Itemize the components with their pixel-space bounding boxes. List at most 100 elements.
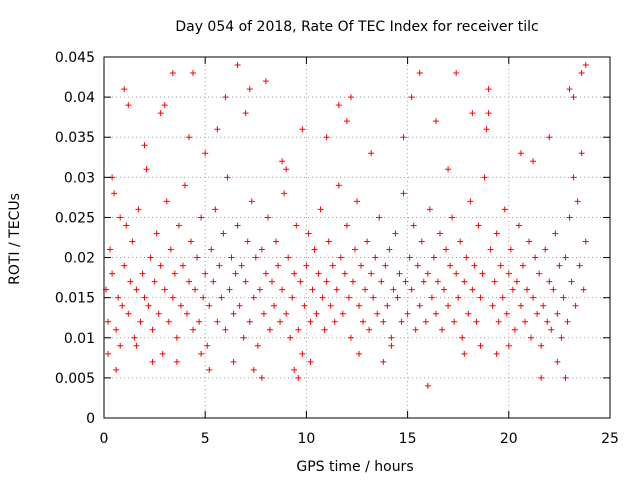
- data-point: [354, 198, 360, 205]
- data-point: [175, 222, 182, 229]
- x-tick-label: 5: [201, 431, 210, 447]
- data-point: [491, 278, 498, 285]
- data-point: [139, 270, 146, 277]
- data-point: [568, 278, 575, 285]
- data-point: [461, 350, 468, 357]
- data-point: [287, 334, 294, 341]
- data-point: [240, 334, 247, 341]
- data-point: [564, 318, 571, 325]
- y-tick-label: 0: [86, 411, 95, 427]
- data-point: [210, 278, 217, 285]
- data-point: [436, 230, 443, 237]
- data-point: [242, 110, 249, 117]
- data-point: [356, 302, 363, 309]
- data-point: [453, 70, 460, 77]
- data-point: [190, 70, 197, 77]
- data-point: [218, 294, 225, 301]
- data-point: [149, 326, 156, 333]
- data-point: [560, 294, 567, 301]
- data-point: [554, 310, 561, 317]
- data-point: [319, 294, 326, 301]
- data-point: [188, 238, 195, 245]
- data-point: [273, 238, 280, 245]
- data-point: [566, 214, 573, 221]
- data-point: [487, 246, 494, 253]
- data-point: [382, 262, 389, 269]
- data-point: [194, 254, 201, 261]
- data-point: [432, 118, 439, 125]
- data-point: [347, 334, 354, 341]
- data-point: [469, 286, 476, 293]
- data-point: [216, 262, 223, 269]
- data-point: [374, 310, 381, 317]
- data-point: [238, 262, 245, 269]
- data-point: [477, 294, 484, 301]
- y-tick-label: 0.005: [55, 371, 95, 387]
- data-point: [192, 286, 199, 293]
- data-point: [161, 286, 168, 293]
- data-point: [356, 350, 363, 357]
- y-axis-label: ROTI / TECUs: [7, 193, 23, 285]
- data-point: [459, 334, 466, 341]
- data-point: [471, 262, 478, 269]
- data-point: [485, 110, 492, 117]
- data-point: [222, 94, 229, 101]
- data-point: [390, 286, 397, 293]
- data-point: [111, 190, 118, 197]
- data-point: [186, 134, 193, 141]
- data-point: [416, 70, 423, 77]
- data-point: [507, 246, 514, 253]
- data-point: [404, 310, 411, 317]
- data-point: [360, 318, 367, 325]
- data-point: [461, 278, 468, 285]
- data-point: [127, 278, 134, 285]
- data-point: [327, 302, 334, 309]
- data-point: [266, 326, 273, 333]
- data-point: [574, 198, 581, 205]
- data-point: [534, 310, 541, 317]
- data-point: [499, 294, 506, 301]
- data-point: [366, 326, 373, 333]
- data-point: [206, 302, 213, 309]
- data-point: [495, 318, 502, 325]
- data-point: [408, 94, 415, 101]
- data-point: [388, 334, 395, 341]
- data-point: [228, 254, 235, 261]
- data-point: [315, 270, 322, 277]
- data-point: [250, 366, 257, 373]
- data-point: [578, 70, 585, 77]
- data-point: [252, 254, 259, 261]
- x-tick-label: 15: [399, 431, 417, 447]
- data-point: [467, 198, 474, 205]
- data-point: [163, 198, 170, 205]
- data-point: [368, 150, 375, 157]
- data-point: [307, 358, 314, 365]
- data-point: [416, 302, 423, 309]
- data-point: [321, 326, 328, 333]
- data-point: [248, 198, 255, 205]
- x-axis-label: GPS time / hours: [296, 459, 413, 475]
- data-point: [400, 134, 407, 141]
- data-point: [445, 166, 452, 173]
- data-point: [133, 342, 140, 349]
- data-point: [517, 150, 524, 157]
- data-point: [264, 214, 271, 221]
- data-point: [220, 230, 227, 237]
- data-point: [141, 294, 148, 301]
- data-point: [335, 182, 342, 189]
- data-point: [402, 278, 409, 285]
- data-point: [258, 374, 265, 381]
- data-point: [329, 262, 336, 269]
- data-point: [351, 246, 358, 253]
- data-point: [311, 246, 318, 253]
- data-point: [521, 318, 528, 325]
- data-point: [254, 342, 261, 349]
- data-point: [410, 222, 417, 229]
- data-point: [453, 270, 460, 277]
- data-point: [513, 278, 520, 285]
- data-point: [244, 238, 251, 245]
- data-point: [323, 278, 330, 285]
- data-point: [214, 126, 221, 133]
- data-point: [505, 342, 512, 349]
